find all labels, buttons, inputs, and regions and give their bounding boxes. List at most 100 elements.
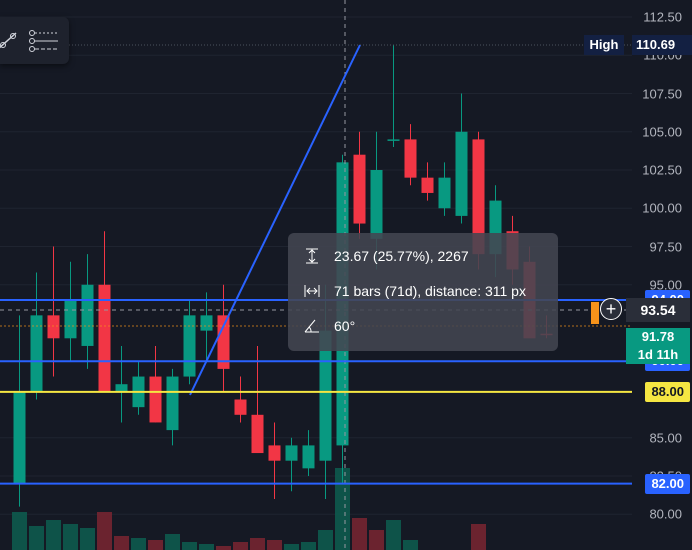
crosshair-price-label: 93.54 [626, 298, 690, 322]
candle-body [149, 376, 162, 423]
volume-bar [301, 542, 316, 550]
price-range-text: 23.67 (25.77%), 2267 [334, 248, 469, 264]
volume-bars [12, 468, 486, 550]
candle-body [98, 284, 111, 392]
candle-body [183, 315, 196, 377]
price-axis[interactable]: 112.50 110.00 107.50 105.00 102.50 100.00 97.5… [632, 0, 692, 550]
volume-bar [114, 536, 129, 550]
candle [285, 437, 298, 492]
candle-body [404, 139, 417, 178]
candle-body [64, 300, 77, 339]
volume-bar [386, 520, 401, 550]
candle [30, 272, 43, 400]
volume-bar [12, 512, 27, 550]
candle-body [268, 445, 281, 461]
candle-body [166, 376, 179, 431]
volume-bar [29, 526, 44, 550]
price-tick-label: 105.00 [642, 124, 682, 140]
volume-bar [97, 512, 112, 550]
volume-bar [335, 468, 350, 550]
candle-body [438, 177, 451, 209]
candle [234, 376, 247, 423]
candle [13, 315, 26, 507]
price-tick-label: 85.00 [649, 430, 682, 446]
candle [98, 231, 111, 392]
price-tick-label: 97.50 [649, 239, 682, 254]
trend-line-icon[interactable] [0, 27, 22, 55]
candle-body [370, 170, 383, 239]
candle [404, 124, 417, 186]
candle-body [319, 330, 332, 461]
candle-body [217, 315, 230, 369]
volume-bar [63, 524, 78, 550]
candle-body [30, 315, 43, 392]
price-tick-label: 95.00 [649, 277, 682, 293]
volume-bar [46, 520, 61, 550]
volume-bar [471, 524, 486, 550]
volume-bar [80, 528, 95, 550]
volume-bar [216, 546, 231, 550]
volume-bar [267, 540, 282, 550]
bar-countdown: 1d 11h [637, 347, 679, 362]
volume-bar [182, 542, 197, 550]
candle [302, 430, 315, 476]
angle-text: 60° [334, 318, 356, 334]
volume-bar [318, 530, 333, 550]
level-price-tag: 88.00 [645, 381, 690, 402]
volume-bar [352, 518, 367, 550]
candle [268, 422, 281, 499]
candle-body [81, 284, 94, 346]
volume-bar [131, 538, 146, 550]
level-price-tag: 82.00 [645, 473, 690, 494]
candle [353, 131, 366, 239]
bars-range-icon [304, 285, 320, 297]
drawing-toolbar [0, 17, 69, 64]
volume-bar [369, 530, 384, 550]
candle-body [200, 315, 213, 331]
candle [217, 284, 230, 392]
volume-bar [165, 534, 180, 550]
candle [455, 93, 468, 224]
candle-body [285, 445, 298, 461]
multipoint-line-icon[interactable] [28, 27, 58, 55]
candle [166, 368, 179, 446]
candle [64, 261, 77, 362]
candle-body [251, 414, 264, 454]
candle-body [472, 139, 485, 255]
bars-range-text: 71 bars (71d), distance: 311 px [334, 283, 526, 299]
candle-body [455, 131, 468, 216]
price-tick-label: 100.00 [642, 200, 682, 216]
last-price-label: 91.78 1d 11h [626, 328, 690, 364]
candle [81, 254, 94, 369]
candle [47, 246, 60, 377]
price-tick-label: 102.50 [642, 162, 682, 178]
candle-body [234, 399, 247, 415]
candle [251, 345, 264, 454]
price-tick-label: 80.00 [649, 506, 682, 522]
add-alert-button[interactable]: + [600, 298, 622, 320]
candle [421, 162, 434, 201]
price-tick-label: 107.50 [642, 86, 682, 101]
volume-bar [148, 540, 163, 550]
high-badge: High [584, 35, 624, 55]
candle-body [47, 315, 60, 339]
price-range-icon [306, 248, 318, 264]
measure-tooltip: 23.67 (25.77%), 2267 71 bars (71d), dist… [288, 233, 558, 351]
last-price-value: 91.78 [641, 329, 675, 344]
high-price-label: 110.69 [632, 35, 692, 55]
candle-body [353, 154, 366, 224]
candle-body [387, 139, 400, 141]
volume-bar [233, 542, 248, 550]
candle-body [13, 391, 26, 484]
volume-bar [199, 544, 214, 550]
candle [149, 345, 162, 423]
trend-line [189, 44, 361, 396]
candle-body [302, 445, 315, 469]
candle-body [421, 177, 434, 193]
alert-marker[interactable] [591, 302, 599, 324]
candle [200, 292, 213, 362]
candle [132, 361, 145, 415]
volume-bar [403, 540, 418, 550]
candle-body [115, 384, 128, 392]
angle-icon [304, 319, 319, 333]
